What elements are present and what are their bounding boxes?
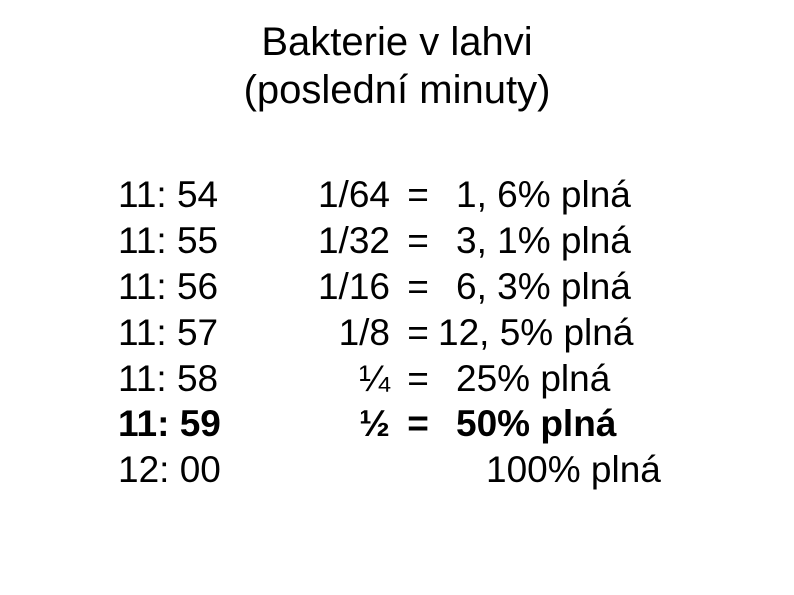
cell-fraction bbox=[268, 447, 398, 493]
cell-time: 11: 56 bbox=[118, 264, 268, 310]
title-line-1: Bakterie v lahvi bbox=[0, 18, 794, 66]
cell-time: 11: 54 bbox=[118, 172, 268, 218]
title-line-2: (poslední minuty) bbox=[0, 66, 794, 114]
cell-fraction: ¼ bbox=[268, 356, 398, 402]
cell-time: 11: 57 bbox=[118, 310, 268, 356]
cell-value: 12, 5% plná bbox=[438, 310, 718, 356]
cell-value: 50% plná bbox=[438, 401, 718, 447]
cell-time: 11: 55 bbox=[118, 218, 268, 264]
cell-equals: = bbox=[398, 218, 438, 264]
cell-value: 25% plná bbox=[438, 356, 718, 402]
cell-fraction: 1/16 bbox=[268, 264, 398, 310]
cell-equals: = bbox=[398, 264, 438, 310]
cell-fraction: 1/64 bbox=[268, 172, 398, 218]
cell-fraction: 1/32 bbox=[268, 218, 398, 264]
cell-equals: = bbox=[398, 172, 438, 218]
cell-time: 12: 00 bbox=[118, 447, 268, 493]
cell-fraction: ½ bbox=[268, 401, 398, 447]
cell-value: 6, 3% plná bbox=[438, 264, 718, 310]
slide-title: Bakterie v lahvi (poslední minuty) bbox=[0, 18, 794, 114]
cell-value: 100% plná bbox=[438, 447, 718, 493]
cell-fraction: 1/8 bbox=[268, 310, 398, 356]
cell-time: 11: 59 bbox=[118, 401, 268, 447]
cell-equals bbox=[398, 447, 438, 493]
cell-equals: = bbox=[398, 310, 438, 356]
cell-time: 11: 58 bbox=[118, 356, 268, 402]
data-table: 11: 54 1/64 = 1, 6% plná 11: 55 1/32 = 3… bbox=[118, 172, 794, 493]
cell-equals: = bbox=[398, 401, 438, 447]
cell-equals: = bbox=[398, 356, 438, 402]
cell-value: 3, 1% plná bbox=[438, 218, 718, 264]
cell-value: 1, 6% plná bbox=[438, 172, 718, 218]
